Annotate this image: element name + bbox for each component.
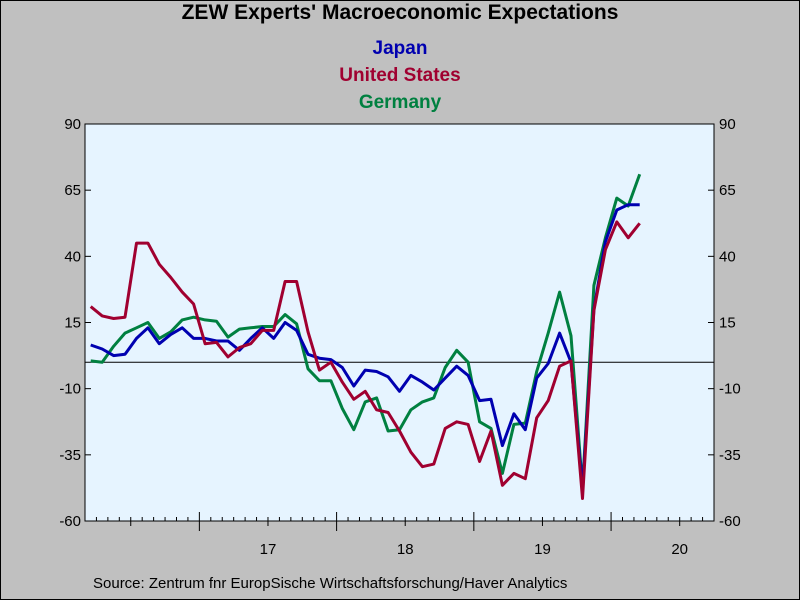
series-line-japan (90, 203, 640, 491)
y-tick-label-right: 15 (719, 315, 736, 332)
x-year-label: 19 (534, 541, 551, 558)
series-line-germany (90, 173, 642, 490)
y-tick-label-right: -35 (719, 447, 741, 464)
y-tick-label-left: 15 (64, 315, 81, 332)
y-tick-label-right: 90 (719, 116, 736, 133)
y-tick-label-right: -10 (719, 381, 741, 398)
y-tick-label-left: -35 (59, 447, 81, 464)
y-tick-label-left: -60 (59, 513, 81, 530)
source-note: Source: Zentrum fnr EuropSische Wirtscha… (93, 575, 568, 592)
y-tick-label-right: 40 (719, 248, 736, 265)
legend-japan: Japan (372, 38, 428, 59)
x-year-label: 17 (260, 541, 277, 558)
y-tick-label-left: 40 (64, 248, 81, 265)
y-tick-label-left: 90 (64, 116, 81, 133)
x-year-label: 20 (671, 541, 688, 558)
x-year-label: 18 (397, 541, 414, 558)
y-tick-label-left: 65 (64, 182, 81, 199)
y-tick-label-right: -60 (719, 513, 741, 530)
series-line-united-states (89, 220, 641, 500)
legend-united-states: United States (339, 65, 461, 86)
legend-germany: Germany (358, 92, 442, 113)
y-tick-label-left: -10 (59, 381, 81, 398)
y-tick-label-right: 65 (719, 182, 736, 199)
chart-title: ZEW Experts' Macroeconomic Expectations (181, 1, 619, 24)
